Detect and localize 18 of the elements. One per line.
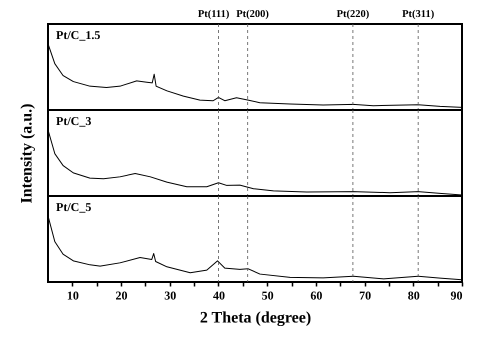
ref-line-label: Pt(311) — [402, 9, 435, 20]
x-tick-label: 90 — [450, 288, 462, 302]
ref-line-label: Pt(111) — [198, 9, 230, 20]
series-label: Pt/C_5 — [56, 200, 92, 214]
ref-line-label: Pt(220) — [336, 9, 370, 20]
series-label: Pt/C_3 — [56, 114, 92, 128]
series-label: Pt/C_1.5 — [56, 28, 100, 42]
ref-line-label: Pt(200) — [236, 9, 270, 20]
x-tick-label: 80 — [408, 288, 420, 302]
x-tick-label: 50 — [262, 288, 274, 302]
x-tick-label: 40 — [212, 288, 225, 302]
x-tick-label: 70 — [359, 288, 372, 302]
x-tick-label: 10 — [66, 288, 79, 302]
x-tick-label: 30 — [164, 288, 176, 302]
x-axis-title: 2 Theta (degree) — [200, 310, 312, 326]
y-axis-title: Intensity (a.u.) — [18, 103, 36, 204]
x-tick-label: 60 — [310, 288, 322, 302]
x-tick-label: 20 — [116, 288, 128, 302]
